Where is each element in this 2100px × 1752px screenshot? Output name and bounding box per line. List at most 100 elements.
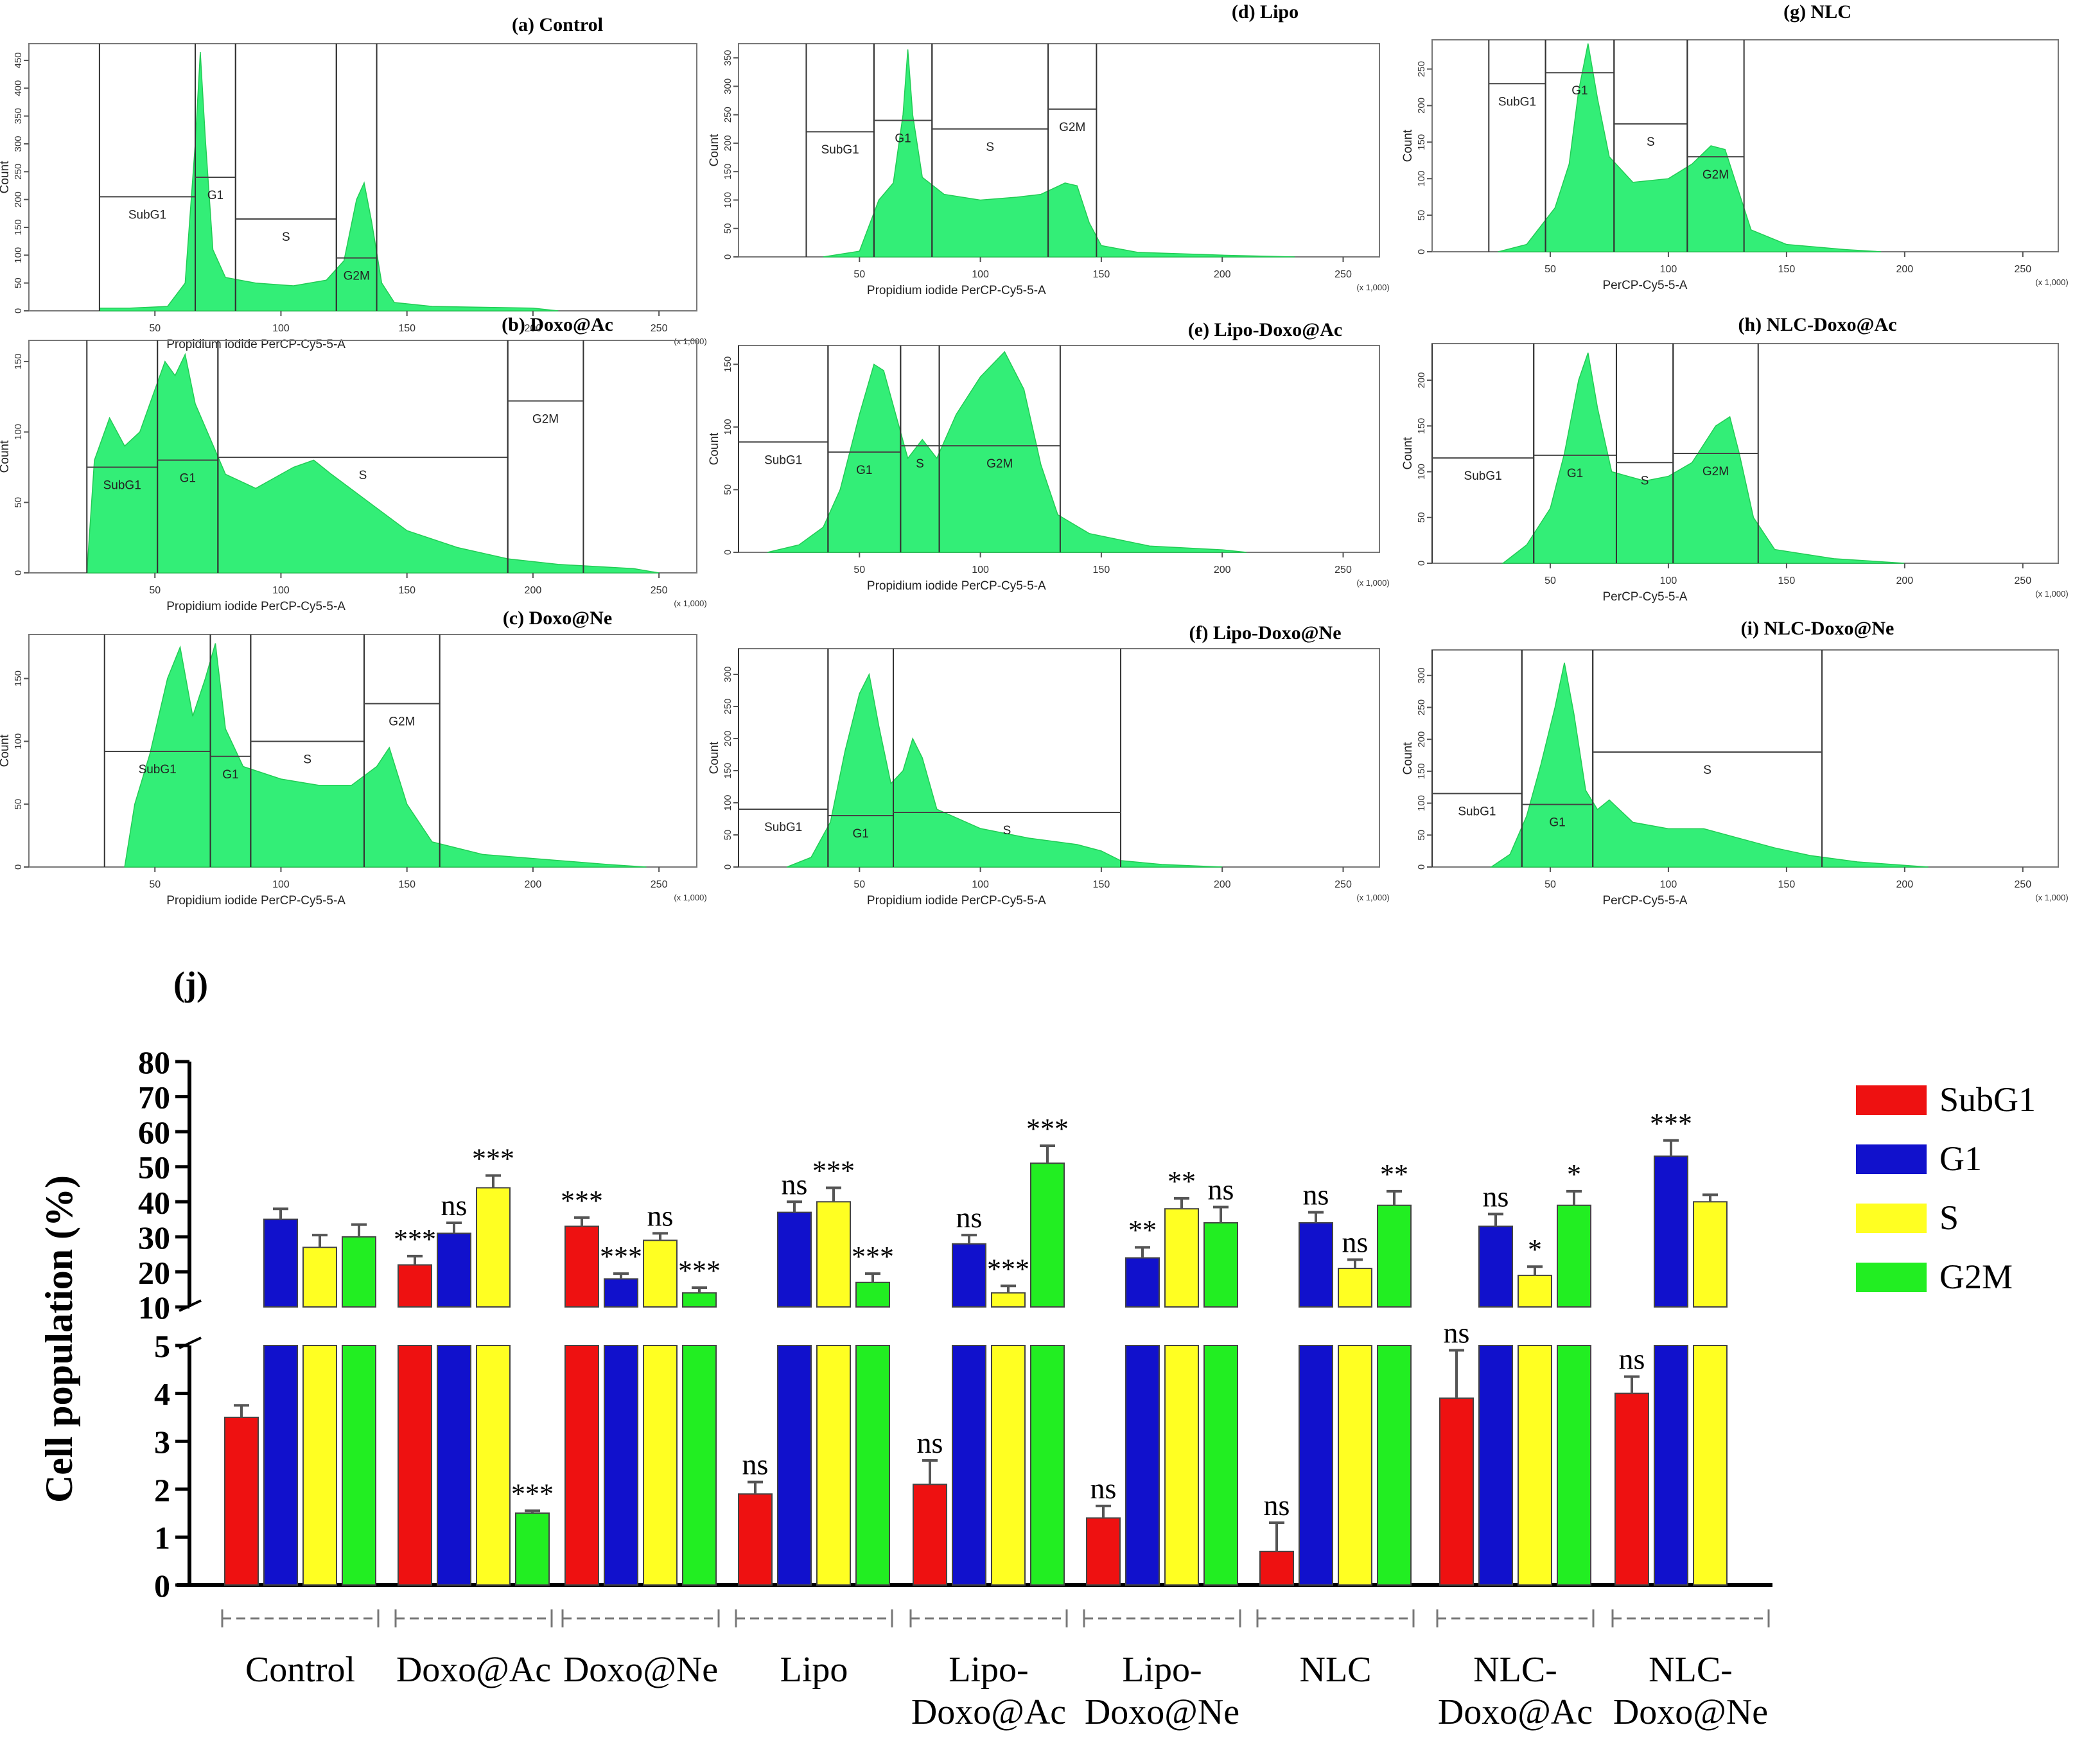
significance-label: *** — [1650, 1108, 1692, 1139]
y-tick-label: 100 — [13, 247, 24, 263]
y-tick-label: 300 — [1416, 667, 1427, 683]
y-tick-label: 150 — [1416, 134, 1427, 150]
gate-g2m: G2M — [1047, 44, 1098, 257]
gate-label: G1 — [180, 471, 196, 485]
y-tick-label: 10 — [138, 1290, 170, 1326]
axis-break-mark — [179, 1299, 202, 1312]
x-unit: (x 1,000) — [674, 893, 706, 902]
bar-s — [302, 1345, 337, 1586]
bar-subg1 — [564, 1345, 599, 1586]
y-tick-label: 4 — [154, 1376, 170, 1412]
y-axis-label: Count — [708, 432, 721, 465]
y-tick-label: 50 — [722, 830, 733, 841]
bar-subg1 — [398, 1264, 432, 1308]
x-unit: (x 1,000) — [2035, 893, 2068, 902]
panel-title: (d) Lipo — [1232, 1, 1299, 22]
gate-subg1: SubG1 — [738, 649, 829, 867]
gate-label: G2M — [389, 715, 415, 729]
x-tick-label: 150 — [1093, 565, 1110, 575]
bar-g2m — [1030, 1162, 1065, 1308]
y-tick-label: 100 — [722, 419, 733, 435]
significance-label: ns — [1619, 1342, 1645, 1375]
histogram-area — [1501, 353, 1905, 564]
gate-label: S — [1647, 136, 1655, 149]
x-tick-label: 50 — [1544, 575, 1556, 586]
gate-subg1: SubG1 — [98, 44, 197, 311]
gate-label: SubG1 — [1498, 95, 1536, 109]
gate-label: S — [359, 469, 367, 482]
y-tick-label: 150 — [722, 356, 733, 372]
x-tick-label: 100 — [272, 879, 290, 890]
bar-s — [1164, 1345, 1199, 1586]
y-tick-label: 250 — [13, 164, 24, 180]
bar-s — [476, 1187, 511, 1308]
panel-title: (h) NLC-Doxo@Ac — [1738, 314, 1896, 335]
gate-g2m: G2M — [335, 44, 378, 311]
bar-subg1 — [224, 1416, 259, 1586]
y-tick-label: 80 — [138, 1044, 170, 1080]
significance-label: ns — [1264, 1489, 1290, 1521]
x-tick-label: 250 — [651, 585, 668, 596]
bar-g1 — [604, 1345, 638, 1586]
y-axis-label: Count — [0, 161, 12, 193]
x-unit: (x 1,000) — [1356, 578, 1389, 588]
x-tick-label: 100 — [1660, 264, 1677, 275]
y-tick-label: 50 — [13, 799, 24, 810]
bar-group: ns *** NLC-Doxo@Ne — [1611, 1108, 1770, 1732]
gate-label: SubG1 — [1458, 805, 1496, 819]
y-tick-label: 0 — [722, 254, 733, 259]
histogram-panels: (a) Control SubG1 G1 S G2M 50 100 150 200 250 (x 1… — [0, 1, 2069, 907]
y-axis-label: Count — [708, 134, 721, 166]
x-tick-label: 200 — [1896, 264, 1913, 275]
bar-s — [302, 1247, 337, 1308]
gate-label: SubG1 — [764, 821, 802, 834]
y-tick-label: 50 — [13, 497, 24, 508]
legend-swatch-g2m — [1856, 1263, 1927, 1292]
y-tick-label: 450 — [13, 52, 24, 68]
y-tick-label: 50 — [1416, 210, 1427, 221]
histogram-area — [1498, 43, 1882, 252]
gate-label: G2M — [1702, 168, 1729, 182]
y-axis-label: Count — [1401, 437, 1415, 469]
x-tick-label: 50 — [149, 879, 161, 890]
y-tick-label: 0 — [722, 550, 733, 555]
y-tick-label: 0 — [154, 1568, 170, 1604]
y-tick-label: 70 — [138, 1080, 170, 1116]
significance-label: *** — [472, 1143, 514, 1174]
bar-g2m — [342, 1236, 376, 1308]
bar-s — [1518, 1345, 1552, 1586]
x-unit: (x 1,000) — [1356, 893, 1389, 902]
bar-subg1 — [1259, 1550, 1294, 1586]
y-tick-label: 3 — [154, 1424, 170, 1460]
bar-g2m — [1557, 1204, 1591, 1308]
panel-title: (a) Control — [512, 14, 603, 35]
significance-label: *** — [812, 1155, 855, 1186]
y-tick-label: 200 — [722, 730, 733, 746]
x-tick-label: 100 — [972, 879, 989, 890]
bar-subg1 — [913, 1484, 947, 1586]
y-tick-label: 0 — [1416, 561, 1427, 566]
gate-label: G1 — [207, 189, 223, 202]
y-tick-label: 150 — [13, 353, 24, 369]
bar-s — [1338, 1267, 1372, 1308]
y-axis-label: Count — [0, 440, 12, 473]
x-axis-label: Propidium iodide PerCP-Cy5-5-A — [166, 338, 346, 351]
x-tick-label: 150 — [1093, 269, 1110, 280]
x-tick-label: 250 — [2014, 264, 2031, 275]
bar-g1 — [604, 1278, 638, 1308]
chart-title: (j) — [173, 965, 208, 1003]
y-tick-label: 50 — [138, 1150, 170, 1186]
gate-label: S — [303, 753, 311, 766]
y-tick-label: 50 — [13, 277, 24, 288]
y-tick-label: 100 — [1416, 795, 1427, 811]
bar-g1 — [263, 1218, 298, 1308]
bar-s — [1693, 1201, 1728, 1308]
bar-s — [816, 1201, 851, 1308]
legend-label: S — [1939, 1198, 1959, 1237]
significance-label: *** — [852, 1241, 894, 1272]
category-label: Lipo — [780, 1650, 848, 1690]
y-tick-label: 300 — [13, 136, 24, 152]
